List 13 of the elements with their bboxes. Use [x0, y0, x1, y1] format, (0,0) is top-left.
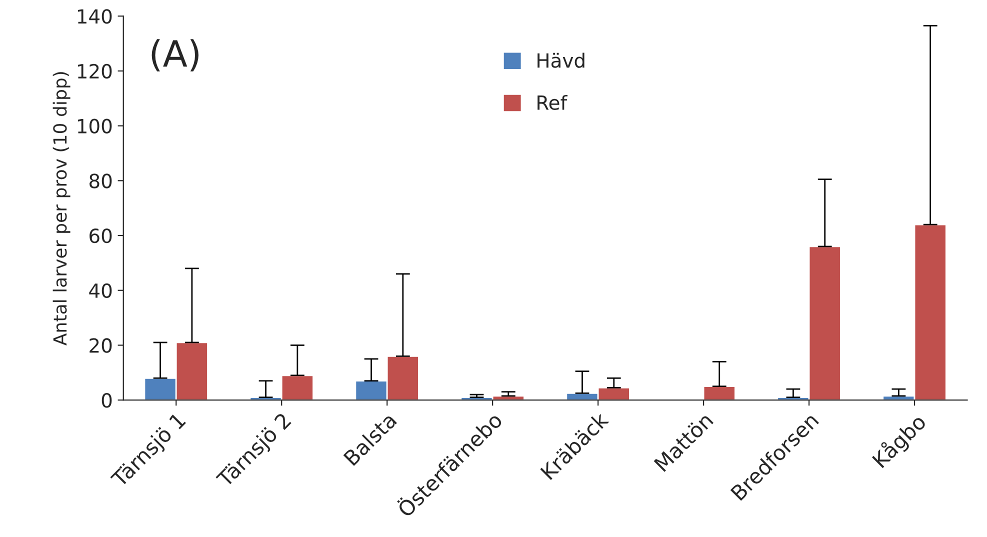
annotation: (A): [152, 39, 198, 72]
legend-label: Hävd: [538, 52, 584, 68]
legend-label: Ref: [538, 94, 568, 110]
y-tick-label: 20: [90, 338, 112, 353]
y-tick-label: 60: [90, 228, 112, 244]
y-axis-title: Antal larver per prov (10 dipp): [52, 72, 70, 346]
y-tick-label: 0: [102, 393, 112, 408]
y-tick-label: 140: [78, 9, 112, 24]
bar: [702, 386, 736, 400]
y-tick-label: 40: [89, 283, 112, 298]
y-tick-label: 80: [90, 174, 112, 188]
y-tick-label: 100: [78, 118, 112, 134]
y-tick-label: 120: [78, 64, 112, 79]
